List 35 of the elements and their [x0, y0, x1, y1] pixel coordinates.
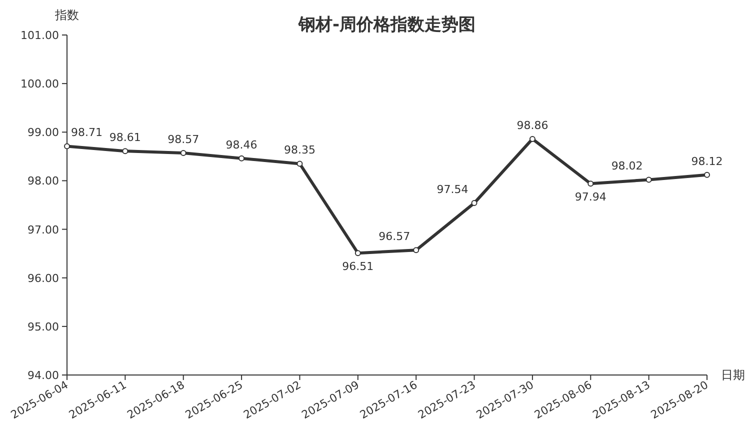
data-label: 98.02: [611, 160, 643, 173]
y-tick-label: 94.00: [28, 369, 59, 382]
point: [122, 148, 128, 154]
point: [529, 136, 536, 142]
data-label: 98.61: [109, 131, 141, 144]
x-axis-title: 日期: [721, 368, 745, 382]
data-label: 98.35: [284, 144, 316, 157]
point: [296, 160, 303, 167]
point: [354, 250, 361, 256]
y-axis-title: 指数: [54, 8, 79, 22]
y-tick-label: 101.00: [20, 29, 59, 42]
point: [588, 180, 594, 187]
point: [238, 155, 245, 162]
data-label: 98.71: [71, 126, 102, 140]
point: [704, 172, 710, 178]
data-label: 96.51: [342, 260, 374, 274]
y-tick-label: 97.00: [28, 223, 59, 236]
y-tick-label: 98.00: [28, 174, 59, 188]
data-label: 96.57: [378, 230, 410, 244]
data-label: 97.54: [436, 183, 468, 196]
y-tick-label: 96.00: [28, 272, 59, 285]
data-label: 98.57: [168, 133, 200, 146]
y-tick-label: 99.00: [28, 126, 59, 140]
point: [471, 200, 478, 206]
y-tick-label: 95.00: [28, 320, 59, 334]
point: [646, 176, 652, 183]
data-label: 98.86: [516, 118, 548, 132]
point: [64, 143, 70, 150]
data-label: 98.46: [226, 138, 258, 152]
data-label: 97.94: [574, 190, 606, 204]
point: [180, 150, 186, 156]
y-tick-label: 100.00: [20, 78, 59, 91]
data-label: 98.12: [691, 154, 723, 168]
chart-title: 钢材-周价格指数走势图: [297, 15, 476, 35]
point: [413, 247, 420, 254]
